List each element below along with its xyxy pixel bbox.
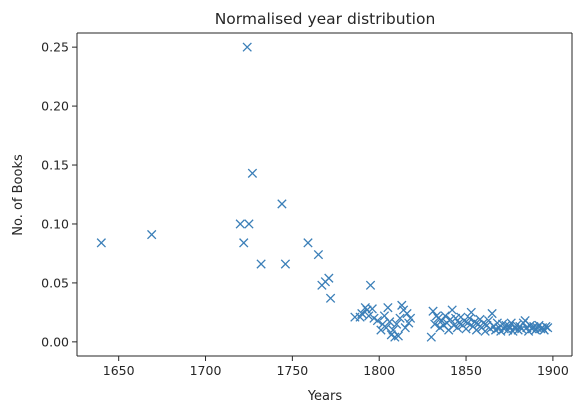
data-point — [428, 306, 438, 316]
data-point — [400, 323, 410, 333]
x-tick-label: 1800 — [363, 363, 395, 378]
data-point — [235, 219, 245, 229]
data-point — [303, 238, 313, 248]
data-point — [402, 308, 412, 319]
data-point — [384, 317, 395, 327]
data-point — [391, 319, 402, 329]
data-point — [461, 324, 471, 334]
data-point — [365, 280, 376, 290]
plot-area — [76, 32, 573, 357]
data-point — [471, 325, 482, 335]
data-point — [367, 304, 377, 314]
data-point — [280, 259, 291, 269]
y-tick-label: 0.10 — [41, 216, 69, 231]
y-tick-label: 0.20 — [41, 99, 69, 114]
data-point — [239, 238, 249, 248]
y-axis-label: No. of Books — [11, 154, 26, 236]
y-tick-label: 0.15 — [41, 158, 69, 173]
x-axis-label: Years — [307, 389, 343, 404]
data-point — [364, 311, 374, 321]
x-axis-ticks: 1650 1700 1750 1800 1850 1900 — [103, 356, 569, 378]
x-tick-label: 1750 — [276, 363, 308, 378]
y-tick-label: 0.00 — [41, 334, 69, 349]
y-tick-label: 0.25 — [41, 40, 69, 55]
data-point — [447, 305, 457, 315]
data-point — [426, 332, 436, 342]
y-tick-label: 0.05 — [41, 275, 69, 290]
data-point — [372, 315, 383, 326]
data-point — [244, 219, 254, 229]
data-point — [277, 199, 287, 209]
data-point — [543, 323, 553, 333]
data-point — [464, 313, 475, 323]
data-point — [96, 238, 106, 248]
data-point — [313, 249, 324, 260]
x-tick-label: 1700 — [190, 363, 222, 378]
data-point — [506, 318, 516, 328]
data-point — [383, 303, 393, 313]
x-tick-label: 1650 — [103, 363, 135, 378]
data-point — [242, 42, 252, 52]
data-point — [325, 293, 336, 303]
data-point — [440, 311, 450, 321]
data-point — [256, 259, 266, 269]
data-point — [147, 229, 157, 240]
data-point — [430, 319, 440, 329]
data-point — [487, 308, 497, 319]
data-point — [466, 307, 476, 318]
data-point — [480, 326, 490, 336]
chart-title: Normalised year distribution — [215, 10, 436, 28]
y-axis-ticks: 0.00 0.05 0.10 0.15 0.20 0.25 — [41, 40, 77, 349]
x-tick-label: 1900 — [537, 363, 569, 378]
data-point — [390, 332, 400, 342]
data-point — [393, 331, 403, 341]
data-points — [96, 42, 553, 342]
data-point — [247, 168, 258, 178]
data-point — [381, 323, 391, 333]
data-point — [405, 313, 416, 323]
data-point — [324, 273, 334, 283]
data-point — [395, 313, 405, 323]
data-point — [376, 325, 386, 335]
x-tick-label: 1850 — [450, 363, 482, 378]
data-point — [357, 308, 367, 319]
